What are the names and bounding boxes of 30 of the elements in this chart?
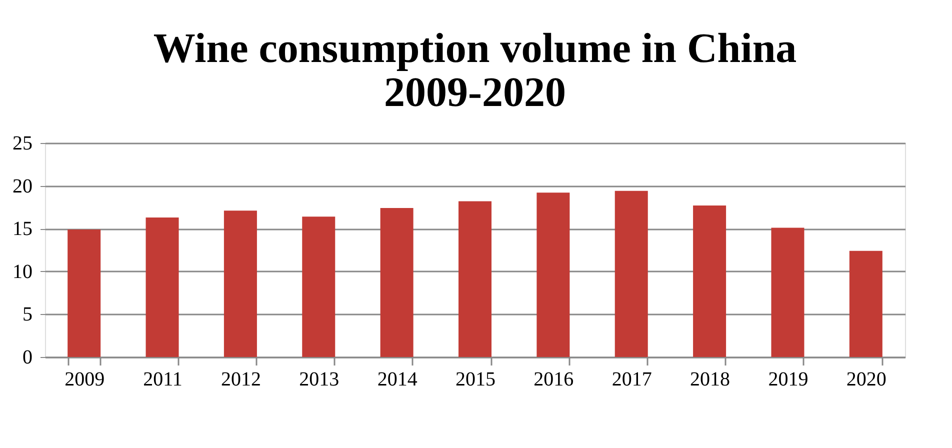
text: 2009-2020 xyxy=(384,70,566,116)
x-tick-label: 2015 xyxy=(456,368,496,390)
bar xyxy=(68,229,101,357)
x-tick-label: 2011 xyxy=(143,368,182,390)
x-tick-label: 2009 xyxy=(64,368,105,390)
bar xyxy=(614,190,648,357)
x-tick-label: 2014 xyxy=(377,368,418,390)
x-tick-label: 2012 xyxy=(220,368,261,390)
bar xyxy=(536,192,570,357)
bar xyxy=(771,228,804,357)
bar xyxy=(458,201,492,357)
x-tick-label: 2019 xyxy=(768,368,808,390)
bar xyxy=(849,250,882,357)
bar xyxy=(380,208,414,357)
x-tick-label: 2020 xyxy=(846,368,886,390)
x-tick-label: 2017 xyxy=(612,368,652,390)
bar xyxy=(146,217,179,357)
y-tick-label: 0 xyxy=(22,346,32,368)
x-tick-label: 2013 xyxy=(299,368,340,390)
bar xyxy=(693,205,726,357)
y-tick-label: 5 xyxy=(22,304,32,326)
bar xyxy=(224,210,257,357)
y-tick-label: 15 xyxy=(12,218,32,240)
text: Wine consumption volume in China xyxy=(153,26,797,72)
x-tick-label: 2018 xyxy=(690,368,730,390)
y-tick-label: 25 xyxy=(12,132,32,154)
x-tick-label: 2016 xyxy=(534,368,574,390)
y-tick-label: 10 xyxy=(12,260,32,283)
y-tick-label: 20 xyxy=(12,175,32,198)
bar xyxy=(302,216,336,357)
